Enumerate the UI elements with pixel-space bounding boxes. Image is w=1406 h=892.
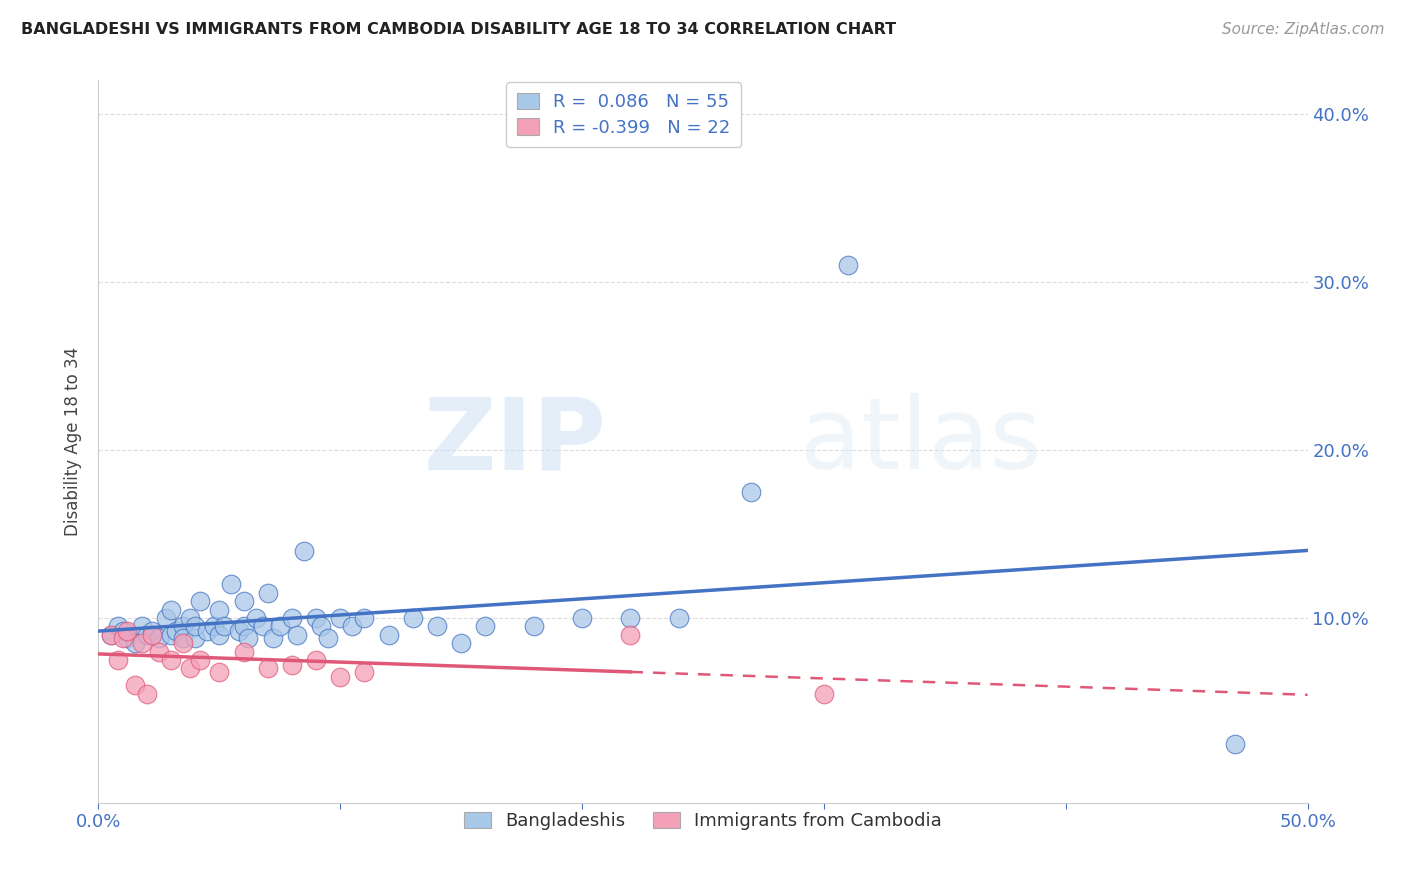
Point [285,628,308,642]
Point [208,628,231,642]
Point [232,619,254,633]
Point [668,611,690,625]
Point [141,624,163,639]
Point [262,631,284,645]
Text: ZIP: ZIP [423,393,606,490]
Point [281,658,304,673]
Point [305,611,328,625]
Point [329,670,352,684]
Point [281,611,304,625]
Point [124,636,146,650]
Point [124,678,146,692]
Point [107,619,129,633]
Point [100,628,122,642]
Point [740,485,762,500]
Point [100,628,122,642]
Point [619,611,641,625]
Point [212,619,235,633]
Point [232,594,254,608]
Point [221,577,243,591]
Point [292,543,315,558]
Point [160,628,183,642]
Legend: Bangladeshis, Immigrants from Cambodia: Bangladeshis, Immigrants from Cambodia [457,805,949,837]
Point [179,611,201,625]
Point [208,602,231,616]
Point [619,628,641,642]
Point [377,628,399,642]
Point [188,594,211,608]
Point [179,661,201,675]
Point [305,653,328,667]
Point [172,631,194,645]
Point [474,619,496,633]
Point [316,631,339,645]
Point [195,624,218,639]
Point [135,687,157,701]
Point [111,631,134,645]
Point [204,619,226,633]
Point [172,636,194,650]
Point [141,628,163,642]
Point [117,631,139,645]
Point [342,619,364,633]
Point [813,687,835,701]
Point [353,611,375,625]
Text: Source: ZipAtlas.com: Source: ZipAtlas.com [1222,22,1385,37]
Point [450,636,472,650]
Point [165,624,187,639]
Point [1223,737,1246,751]
Point [228,624,250,639]
Point [160,602,183,616]
Point [184,631,207,645]
Point [131,636,153,650]
Point [117,624,139,639]
Point [269,619,291,633]
Text: BANGLADESHI VS IMMIGRANTS FROM CAMBODIA DISABILITY AGE 18 TO 34 CORRELATION CHAR: BANGLADESHI VS IMMIGRANTS FROM CAMBODIA … [21,22,896,37]
Point [353,665,375,679]
Point [172,619,194,633]
Y-axis label: Disability Age 18 to 34: Disability Age 18 to 34 [65,347,83,536]
Point [131,619,153,633]
Point [523,619,546,633]
Point [160,653,183,667]
Text: atlas: atlas [800,393,1042,490]
Point [155,611,177,625]
Point [238,631,260,645]
Point [837,258,859,272]
Point [329,611,352,625]
Point [256,586,278,600]
Point [256,661,278,675]
Point [232,644,254,658]
Point [148,644,170,658]
Point [245,611,267,625]
Point [135,628,157,642]
Point [571,611,593,625]
Point [148,631,170,645]
Point [426,619,449,633]
Point [309,619,332,633]
Point [208,665,231,679]
Point [111,624,134,639]
Point [107,653,129,667]
Point [188,653,211,667]
Point [402,611,425,625]
Point [184,619,207,633]
Point [252,619,274,633]
